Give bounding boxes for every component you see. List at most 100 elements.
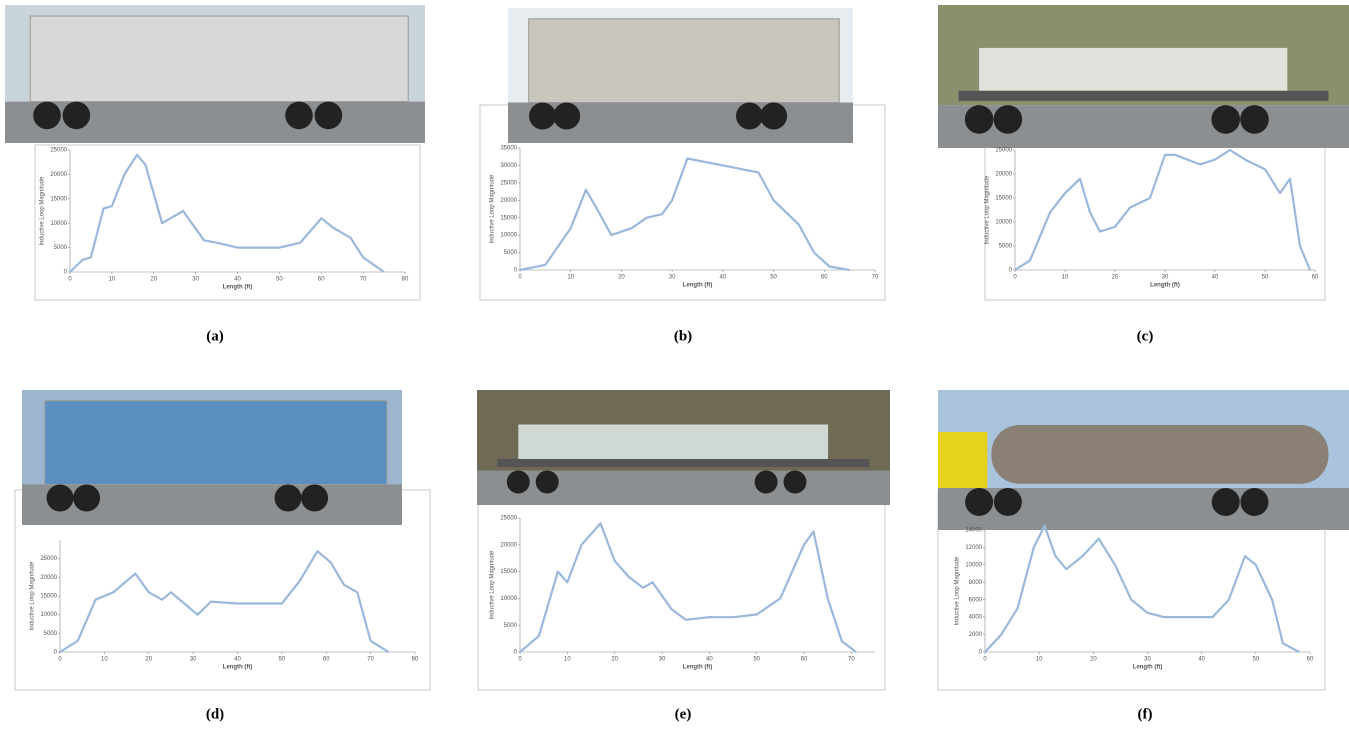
deck [498,459,870,467]
x-tick-label: 50 [770,275,777,281]
trailer [45,401,387,485]
truck-photo [22,390,402,525]
x-tick-label: 50 [1262,275,1269,281]
panel: 0102030405060700500010000150002000025000… [477,390,890,722]
trailer [529,19,840,103]
y-tick-label: 25000 [500,516,517,522]
x-tick-label: 30 [190,657,197,663]
x-tick-label: 20 [150,277,157,283]
deck [959,91,1329,101]
chart-frame [985,145,1325,300]
wheel [965,105,994,134]
y-tick-label: 20000 [500,198,517,204]
x-tick-label: 40 [234,657,241,663]
wheel [760,103,787,130]
wheel [1212,488,1240,516]
wheel [63,102,91,130]
y-tick-label: 25000 [50,148,67,154]
y-tick-label: 5000 [504,623,518,629]
x-tick-label: 60 [323,657,330,663]
x-tick-label: 20 [611,657,618,663]
truck-photo [938,5,1349,148]
x-tick-label: 20 [1090,657,1097,663]
x-tick-label: 20 [618,275,625,281]
x-tick-label: 10 [1062,275,1069,281]
caption: (b) [674,328,692,344]
y-tick-label: 5000 [999,244,1013,250]
wheel [529,103,556,130]
x-tick-label: 80 [412,657,419,663]
caption: (e) [675,706,692,722]
wheel [784,471,807,494]
y-tick-label: 10000 [40,612,57,618]
y-tick-label: 35000 [500,146,517,152]
x-tick-label: 20 [145,657,152,663]
wheel [736,103,763,130]
y-tick-label: 20000 [50,172,67,178]
tank [991,425,1328,484]
x-axis-label: Length (ft) [1150,283,1180,289]
y-tick-label: 10000 [500,596,517,602]
x-tick-label: 60 [1312,275,1319,281]
truck-photo [938,390,1349,530]
wheel [275,485,302,512]
y-axis-label: Inductive Loop Magnitude [490,550,496,619]
y-tick-label: 4000 [969,615,983,621]
wheel [315,102,343,130]
load [518,425,828,460]
y-tick-label: 10000 [500,233,517,239]
x-tick-label: 60 [318,277,325,283]
x-axis-label: Length (ft) [223,665,253,671]
y-tick-label: 5000 [54,245,68,251]
x-tick-label: 40 [1198,657,1205,663]
x-tick-label: 70 [367,657,374,663]
y-tick-label: 20000 [500,542,517,548]
y-axis-label: Inductive Loop Magnitude [30,561,36,630]
x-tick-label: 40 [234,277,241,283]
x-tick-label: 70 [360,277,367,283]
x-tick-label: 10 [567,275,574,281]
caption: (f) [1138,706,1153,722]
y-tick-label: 25000 [500,180,517,186]
y-axis-label: Inductive Loop Magnitude [985,175,991,244]
wheel [994,105,1023,134]
x-tick-label: 50 [276,277,283,283]
truck-photo [5,5,425,143]
load [979,48,1287,91]
y-tick-label: 15000 [50,196,67,202]
y-tick-label: 2000 [969,632,983,638]
y-tick-label: 15000 [40,594,57,600]
chart-frame [478,490,885,690]
x-tick-label: 50 [279,657,286,663]
truck-photo [477,390,890,505]
x-tick-label: 10 [101,657,108,663]
trailer [30,16,408,102]
x-tick-label: 30 [659,657,666,663]
wheel [1211,105,1240,134]
x-tick-label: 30 [1144,657,1151,663]
y-tick-label: 10000 [995,220,1012,226]
y-tick-label: 20000 [995,172,1012,178]
wheel [73,485,100,512]
y-tick-label: 25000 [40,556,57,562]
caption: (a) [206,328,224,344]
wheel [1240,105,1269,134]
y-tick-label: 5000 [44,631,58,637]
y-tick-label: 8000 [969,580,983,586]
wheel [994,488,1022,516]
x-tick-label: 60 [1307,657,1314,663]
x-axis-label: Length (ft) [683,283,713,289]
wheel [47,485,74,512]
x-tick-label: 20 [1112,275,1119,281]
x-axis-label: Length (ft) [1133,665,1163,671]
y-tick-label: 15000 [500,215,517,221]
x-tick-label: 30 [669,275,676,281]
y-tick-label: 25000 [995,148,1012,154]
y-tick-label: 5000 [504,250,518,256]
y-tick-label: 14000 [965,528,982,534]
truck-cab [938,432,987,488]
y-tick-label: 10000 [965,562,982,568]
